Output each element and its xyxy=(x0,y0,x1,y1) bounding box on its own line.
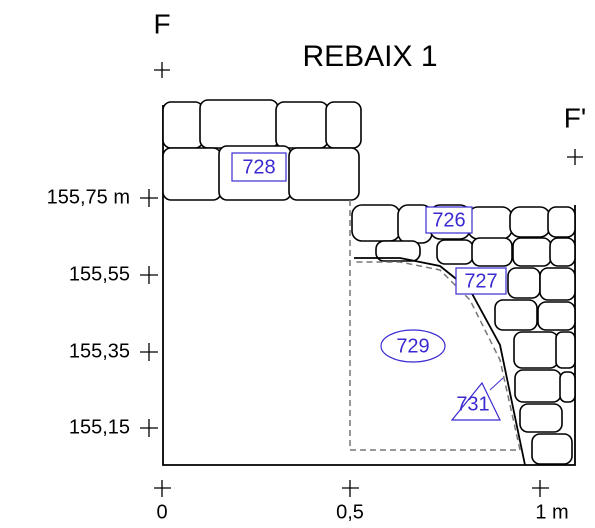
title: REBAIX 1 xyxy=(302,40,437,73)
crosses xyxy=(140,62,583,497)
elevation-label: 155,15 xyxy=(69,416,130,438)
unit-label: 729 xyxy=(396,335,429,357)
unit-box xyxy=(231,152,287,182)
elevation-label: 155,55 xyxy=(69,263,130,285)
pit-outline xyxy=(349,200,526,466)
leader xyxy=(489,377,504,391)
distance-label: 0,5 xyxy=(336,501,364,523)
unit-box xyxy=(455,267,507,295)
distance-label: 1 m xyxy=(535,501,568,523)
right-wall xyxy=(351,204,576,465)
elevation-label: 155,35 xyxy=(69,340,130,362)
unit-ellipse xyxy=(380,329,446,363)
elevation-label: 155,75 m xyxy=(47,186,130,208)
unit-triangle xyxy=(450,381,501,421)
unit-label: 727 xyxy=(464,270,497,292)
unit-label: 728 xyxy=(242,156,275,178)
unit-label: 731 xyxy=(456,393,489,415)
point-label: F xyxy=(153,8,170,39)
point-label: F' xyxy=(564,102,586,133)
unit-label: 726 xyxy=(432,209,465,231)
upper-wall xyxy=(162,99,362,201)
distance-label: 0 xyxy=(156,501,167,523)
unit-box xyxy=(425,206,473,234)
